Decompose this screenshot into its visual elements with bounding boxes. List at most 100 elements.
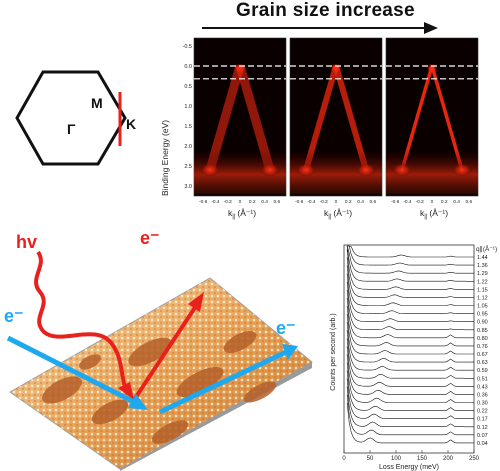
arpes-xtick-label: -0.6 — [199, 199, 208, 205]
eels-spectrum-line — [346, 394, 474, 436]
eels-spectrum-line — [346, 370, 474, 411]
eels-q-label: 0.51 — [477, 376, 488, 382]
eels-spectrum-line — [346, 402, 474, 444]
eels-q-label: 0.43 — [477, 384, 488, 390]
eels-plot-frame — [343, 244, 475, 454]
photon-wave-arrow — [34, 250, 130, 395]
grain-size-arrow — [202, 22, 438, 34]
eels-q-label: 0.85 — [477, 328, 488, 334]
eels-q-label: 0.04 — [477, 441, 488, 447]
eels-spectrum-line — [346, 249, 474, 290]
eels-spectrum-line — [346, 338, 474, 379]
eels-spectrum-line — [346, 346, 474, 387]
hexagon-zone — [15, 70, 127, 166]
arpes-ytick-label: 2.5 — [184, 164, 192, 170]
k-label: K — [126, 116, 136, 132]
eels-q-label: 0.67 — [477, 352, 488, 358]
arpes-xtick-label: 0.6 — [465, 199, 472, 205]
eels-spectrum-line — [346, 354, 474, 395]
arpes-xtick-label: 0 — [239, 199, 242, 205]
eels-q-label: 0.22 — [477, 409, 488, 415]
eels-xtick-label: 50 — [367, 456, 374, 462]
arpes-xtick-label: 0.6 — [369, 199, 376, 205]
arpes-xtick-label: -0.4 — [403, 199, 412, 205]
arpes-panel — [193, 37, 287, 197]
eels-q-label: 1.15 — [477, 287, 488, 293]
eels-spectrum-line — [346, 322, 474, 363]
scattered-electron-label: e⁻ — [276, 318, 296, 338]
arpes-ytick-label: 3.0 — [184, 184, 192, 190]
eels-q-label: 0.90 — [477, 320, 488, 326]
arpes-panel — [385, 37, 479, 197]
eels-q-label: 0.17 — [477, 417, 488, 423]
eels-spectrum-line — [346, 245, 474, 274]
arpes-yticks: -0.5 0.0 0.5 1.0 1.5 2.0 2.5 3.0 — [183, 44, 192, 190]
arpes-xtick-label: 0.4 — [261, 199, 268, 205]
photoelectron-label: e⁻ — [140, 228, 160, 248]
eels-q-label: 1.29 — [477, 271, 488, 277]
eels-spectrum-line — [346, 273, 474, 314]
eels-spectrum-line — [346, 245, 474, 282]
eels-q-header: q∥(Å⁻¹) — [476, 244, 497, 253]
incident-electron-arrow — [6, 335, 140, 407]
eels-q-label: 1.44 — [477, 255, 488, 261]
eels-curves — [346, 245, 474, 444]
eels-xticks: 0 50 100 150 200 250 — [342, 450, 480, 462]
eels-q-label: 1.22 — [477, 279, 488, 285]
arpes-xtick-label: 0.6 — [273, 199, 280, 205]
incident-electron-label: e⁻ — [4, 306, 24, 326]
eels-xtick-label: 150 — [417, 456, 428, 462]
m-label: M — [91, 95, 103, 111]
eels-q-label: 0.30 — [477, 401, 488, 407]
arpes-xtick-label: 0.2 — [249, 199, 256, 205]
eels-xlabel: Loss Energy (meV) — [379, 464, 439, 471]
dark-domains — [42, 330, 277, 444]
figure-title: Grain size increase — [236, 0, 415, 21]
arpes-xtick-label: -0.2 — [416, 199, 425, 205]
eels-spectrum-line — [346, 362, 474, 403]
eels-q-label: 1.36 — [477, 263, 488, 269]
eels-spectrum-line — [346, 313, 474, 355]
eels-spectrum-line — [346, 257, 474, 298]
eels-spectrum-line — [346, 386, 474, 428]
arpes-xtick-label: 0 — [335, 199, 338, 205]
arpes-ytick-label: 0.0 — [184, 64, 192, 70]
arpes-xtick-label: -0.6 — [295, 199, 304, 205]
arpes-xlabel: k|| (Å⁻¹) — [228, 208, 256, 220]
eels-spectrum-line — [346, 305, 474, 347]
arpes-ytick-label: 1.5 — [184, 124, 192, 130]
arpes-xtick-label: 0 — [431, 199, 434, 205]
arpes-ytick-label: 0.5 — [184, 84, 192, 90]
eels-q-label: 0.80 — [477, 336, 488, 342]
eels-xtick-label: 200 — [443, 456, 454, 462]
eels-q-label: 1.05 — [477, 304, 488, 310]
arpes-xtick-label: -0.2 — [224, 199, 233, 205]
stm-surface-illustration: hv e⁻ e⁻ e⁻ — [4, 228, 313, 471]
arpes-ylabel: Binding Energy (eV) — [160, 120, 170, 196]
arpes-xtick-label: 0.2 — [441, 199, 448, 205]
eels-q-label: 0.76 — [477, 344, 488, 350]
eels-xtick-label: 250 — [469, 456, 480, 462]
arpes-panel — [289, 37, 383, 197]
eels-q-label: 0.36 — [477, 392, 488, 398]
eels-q-label: 0.95 — [477, 312, 488, 318]
eels-xtick-label: 0 — [342, 456, 346, 462]
eels-spectrum-line — [347, 245, 474, 258]
eels-q-labels: 1.44 1.36 1.29 1.22 1.15 1.12 1.05 0.95 0.90 0.85… — [477, 255, 488, 447]
eels-ylabel: Counts per second (arb.) — [330, 313, 337, 390]
arpes-ytick-label: -0.5 — [183, 44, 192, 50]
eels-q-label: 0.07 — [477, 433, 488, 439]
arpes-panels: Binding Energy (eV) -0.5 0.0 0.5 1.0 1.5 2.0 2… — [160, 37, 479, 220]
arpes-xtick-label: 0.4 — [357, 199, 364, 205]
arpes-xtick-label: -0.4 — [307, 199, 316, 205]
brillouin-zone: Γ M K — [15, 70, 136, 166]
eels-spectrum-line — [346, 378, 474, 419]
arpes-ytick-label: 2.0 — [184, 144, 192, 150]
eels-spectrum-line — [346, 289, 474, 331]
eels-spectrum-line — [346, 281, 474, 322]
eels-spectrum-line — [346, 265, 474, 306]
arpes-xtick-label: -0.2 — [320, 199, 329, 205]
eels-spectrum-line — [346, 330, 474, 371]
arpes-xtick-label: 0.4 — [453, 199, 460, 205]
arpes-xlabel: k|| (Å⁻¹) — [324, 208, 352, 220]
